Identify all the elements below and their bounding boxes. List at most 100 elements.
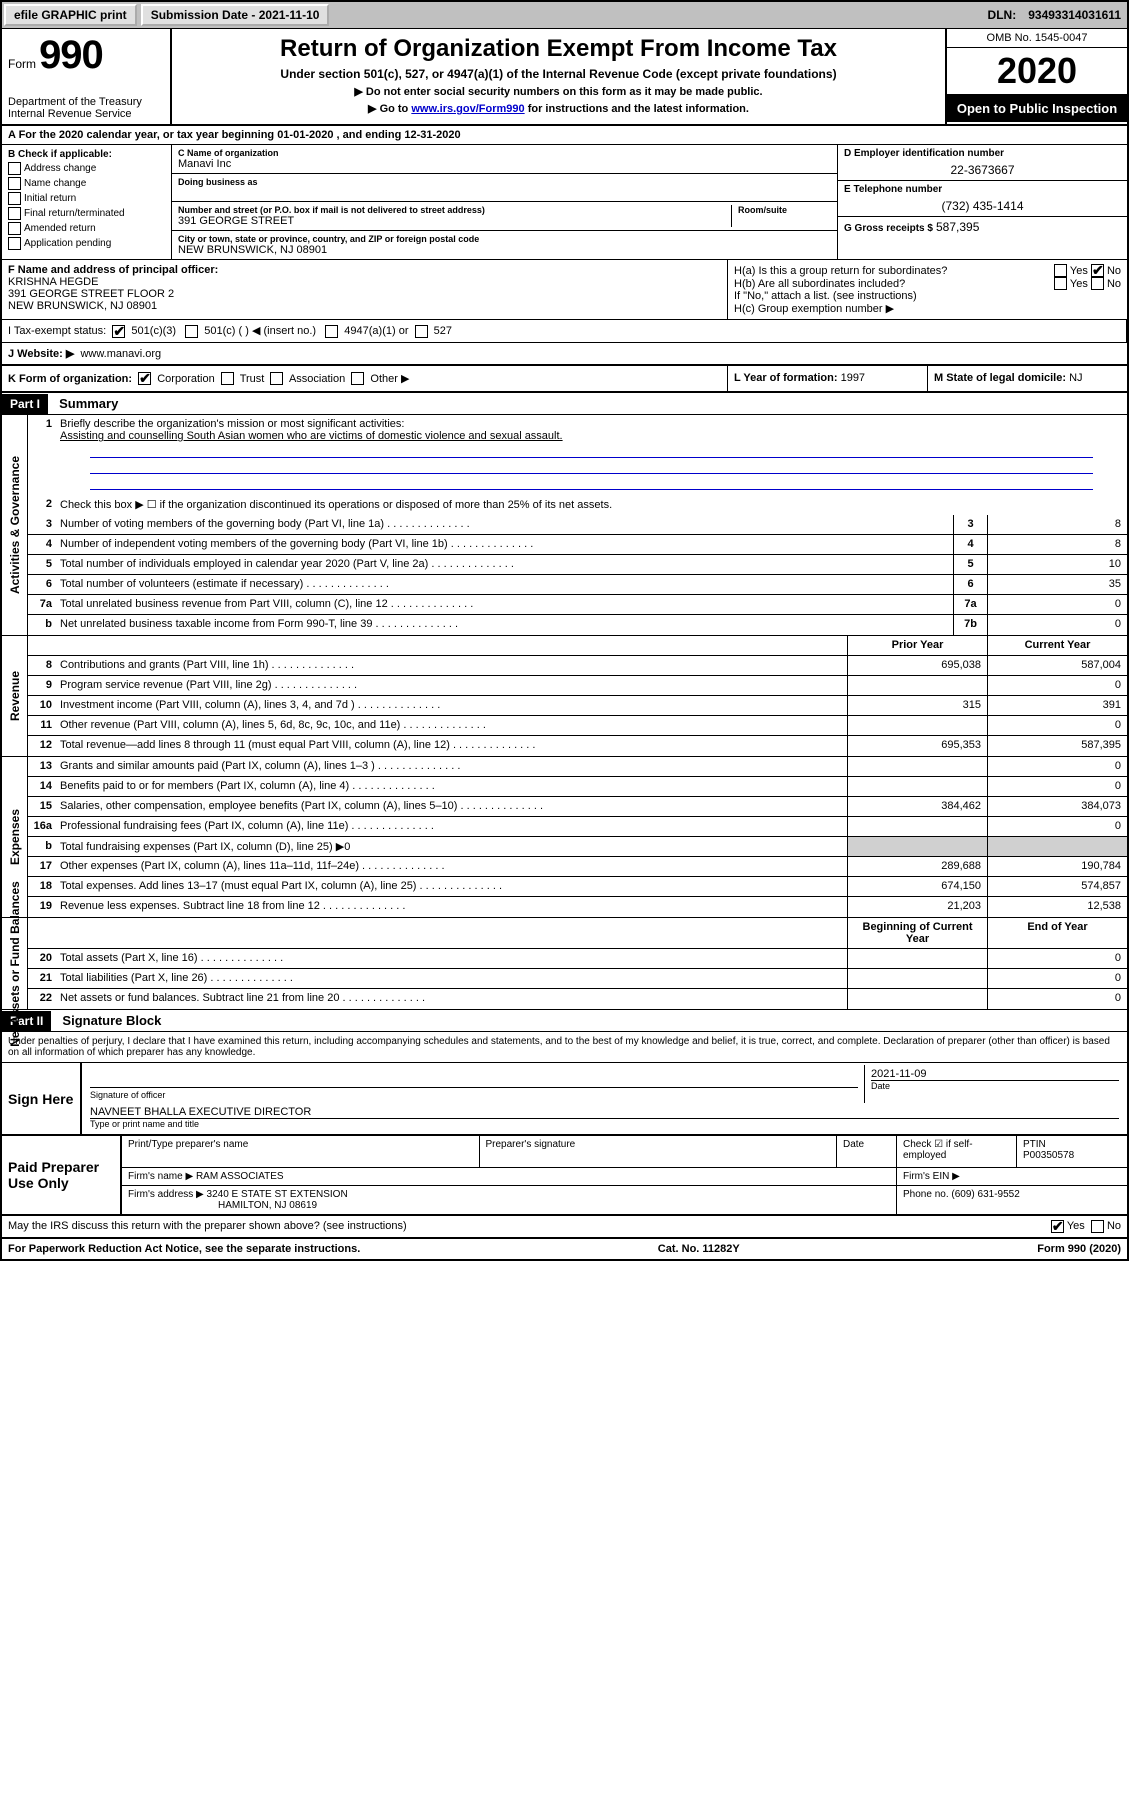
- website-value: www.manavi.org: [80, 348, 161, 360]
- irs-link[interactable]: www.irs.gov/Form990: [411, 103, 524, 115]
- row-num: 14: [28, 777, 56, 796]
- sign-here-block: Sign Here Signature of officer 2021-11-0…: [2, 1063, 1127, 1136]
- cb-pending[interactable]: Application pending: [8, 237, 165, 250]
- footer-left: For Paperwork Reduction Act Notice, see …: [8, 1243, 360, 1255]
- ha-no[interactable]: [1091, 264, 1104, 277]
- year-formation: 1997: [841, 372, 865, 384]
- cb-final[interactable]: Final return/terminated: [8, 207, 165, 220]
- firm-name-label: Firm's name ▶: [128, 1171, 193, 1182]
- row-desc: Number of independent voting members of …: [56, 535, 953, 554]
- row-desc: Other expenses (Part IX, column (A), lin…: [56, 857, 847, 876]
- row-prior: 695,038: [847, 656, 987, 675]
- cb-initial[interactable]: Initial return: [8, 192, 165, 205]
- cb-amended[interactable]: Amended return: [8, 222, 165, 235]
- cb-other[interactable]: [351, 372, 364, 385]
- cb-address[interactable]: Address change: [8, 162, 165, 175]
- row-num: 22: [28, 989, 56, 1009]
- netassets-section: Net Assets or Fund Balances Beginning of…: [2, 918, 1127, 1010]
- form-org-label: K Form of organization:: [8, 373, 132, 385]
- table-row: 16a Professional fundraising fees (Part …: [28, 817, 1127, 837]
- officer-signature-line[interactable]: [90, 1068, 858, 1088]
- cb-4947[interactable]: [325, 325, 338, 338]
- discuss-no[interactable]: [1091, 1220, 1104, 1233]
- cb-corp[interactable]: [138, 372, 151, 385]
- gross-value: 587,395: [936, 220, 979, 234]
- department: Department of the Treasury Internal Reve…: [8, 96, 164, 120]
- cb-name[interactable]: Name change: [8, 177, 165, 190]
- row-num: 9: [28, 676, 56, 695]
- cb-527[interactable]: [415, 325, 428, 338]
- cb-trust[interactable]: [221, 372, 234, 385]
- topbar: efile GRAPHIC print Submission Date - 20…: [2, 2, 1127, 29]
- table-row: 20 Total assets (Part X, line 16) 0: [28, 949, 1127, 969]
- row-prior: 289,688: [847, 857, 987, 876]
- row-val: 35: [987, 575, 1127, 594]
- table-row: 21 Total liabilities (Part X, line 26) 0: [28, 969, 1127, 989]
- discuss-yes[interactable]: [1051, 1220, 1064, 1233]
- row-prior: [847, 969, 987, 988]
- preparer-label: Paid Preparer Use Only: [2, 1136, 122, 1214]
- row-curr: 0: [987, 777, 1127, 796]
- row-desc: Other revenue (Part VIII, column (A), li…: [56, 716, 847, 735]
- hb-yes[interactable]: [1054, 277, 1067, 290]
- submission-label: Submission Date -: [151, 8, 256, 22]
- ha-yes[interactable]: [1054, 264, 1067, 277]
- row-desc: Total revenue—add lines 8 through 11 (mu…: [56, 736, 847, 756]
- row-curr: 384,073: [987, 797, 1127, 816]
- tax-exempt-label: I Tax-exempt status:: [8, 325, 106, 337]
- table-row: 15 Salaries, other compensation, employe…: [28, 797, 1127, 817]
- dln-value: 93493314031611: [1022, 6, 1127, 24]
- row-curr: 0: [987, 817, 1127, 836]
- tel-value: (732) 435-1414: [844, 199, 1121, 213]
- row-val: 8: [987, 515, 1127, 534]
- org-name-label: C Name of organization: [178, 148, 831, 158]
- year-formation-label: L Year of formation:: [734, 372, 838, 384]
- cb-501c[interactable]: [185, 325, 198, 338]
- row-i-j: I Tax-exempt status: 501(c)(3) 501(c) ( …: [2, 320, 1127, 343]
- cb-assoc[interactable]: [270, 372, 283, 385]
- submission-button[interactable]: Submission Date - 2021-11-10: [141, 4, 330, 26]
- tax-year: 2020: [947, 48, 1127, 95]
- row-num: 12: [28, 736, 56, 756]
- row-num: 8: [28, 656, 56, 675]
- row-prior: 21,203: [847, 897, 987, 917]
- officer-name: KRISHNA HEGDE: [8, 276, 721, 288]
- hdr-prior: Prior Year: [847, 636, 987, 655]
- row-prior: [847, 716, 987, 735]
- row-curr: 587,395: [987, 736, 1127, 756]
- hb-no[interactable]: [1091, 277, 1104, 290]
- ein-value: 22-3673667: [844, 163, 1121, 177]
- row-num: 18: [28, 877, 56, 896]
- col-d: D Employer identification number 22-3673…: [837, 145, 1127, 259]
- row-prior: [847, 949, 987, 968]
- table-row: 22 Net assets or fund balances. Subtract…: [28, 989, 1127, 1009]
- city-value: NEW BRUNSWICK, NJ 08901: [178, 244, 831, 256]
- addr-label: Number and street (or P.O. box if mail i…: [178, 205, 731, 215]
- row-num: 13: [28, 757, 56, 776]
- row-cnum: 5: [953, 555, 987, 574]
- row-curr: 0: [987, 757, 1127, 776]
- room-label: Room/suite: [738, 205, 831, 215]
- row-desc: Investment income (Part VIII, column (A)…: [56, 696, 847, 715]
- header-mid: Return of Organization Exempt From Incom…: [172, 29, 947, 124]
- firm-addr2: HAMILTON, NJ 08619: [218, 1200, 317, 1211]
- row-prior: [847, 989, 987, 1009]
- row-prior: 695,353: [847, 736, 987, 756]
- row-val: 8: [987, 535, 1127, 554]
- row-prior: [847, 817, 987, 836]
- row-curr: 574,857: [987, 877, 1127, 896]
- table-row: 6 Total number of volunteers (estimate i…: [28, 575, 1127, 595]
- addr-value: 391 GEORGE STREET: [178, 215, 731, 227]
- efile-button[interactable]: efile GRAPHIC print: [4, 4, 137, 26]
- table-row: 9 Program service revenue (Part VIII, li…: [28, 676, 1127, 696]
- row-num: 7a: [28, 595, 56, 614]
- form-990-page: efile GRAPHIC print Submission Date - 20…: [0, 0, 1129, 1261]
- ptin-value: P00350578: [1023, 1150, 1121, 1161]
- expenses-section: Expenses 13 Grants and similar amounts p…: [2, 757, 1127, 918]
- phone-label: Phone no.: [903, 1189, 949, 1200]
- note2-pre: ▶ Go to: [368, 103, 411, 115]
- perjury-text: Under penalties of perjury, I declare th…: [2, 1032, 1127, 1063]
- cb-501c3[interactable]: [112, 325, 125, 338]
- gross-label: G Gross receipts $: [844, 223, 933, 234]
- table-row: 3 Number of voting members of the govern…: [28, 515, 1127, 535]
